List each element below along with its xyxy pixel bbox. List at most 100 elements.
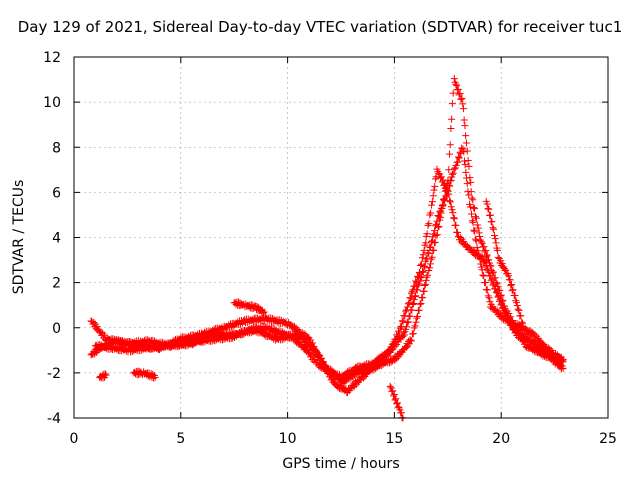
- data-point: [456, 148, 464, 156]
- data-point: [412, 277, 420, 285]
- y-tick-label: 4: [52, 231, 61, 247]
- data-point: [467, 210, 475, 218]
- data-point: [533, 341, 541, 349]
- data-point: [452, 80, 460, 88]
- data-point: [443, 180, 451, 188]
- data-point: [439, 202, 447, 210]
- data-point: [395, 329, 403, 337]
- data-point: [411, 282, 419, 290]
- x-tick-label: 15: [385, 431, 403, 447]
- data-point: [483, 200, 491, 208]
- data-point: [483, 286, 491, 294]
- data-point: [489, 224, 497, 232]
- data-point: [497, 292, 505, 300]
- data-point: [456, 234, 464, 242]
- chart-title: Day 129 of 2021, Sidereal Day-to-day VTE…: [17, 18, 623, 36]
- series-track-6: [230, 298, 268, 317]
- data-point: [391, 356, 399, 364]
- data-point: [446, 141, 454, 149]
- data-point: [402, 307, 410, 315]
- data-point: [416, 300, 424, 308]
- data-point: [91, 350, 99, 358]
- data-point: [291, 323, 299, 331]
- data-point: [461, 161, 469, 169]
- data-point: [496, 287, 504, 295]
- data-point: [512, 297, 520, 305]
- data-point: [430, 246, 438, 254]
- data-point: [407, 337, 415, 345]
- data-point: [482, 247, 490, 255]
- data-point: [506, 276, 514, 284]
- data-point: [484, 205, 492, 213]
- data-point: [453, 229, 461, 237]
- data-point: [406, 294, 414, 302]
- data-point: [468, 194, 476, 202]
- data-point: [435, 222, 443, 230]
- data-point: [433, 231, 441, 239]
- data-point: [455, 153, 463, 161]
- data-point: [415, 306, 423, 314]
- data-point: [507, 281, 515, 289]
- data-point: [417, 261, 425, 269]
- data-point: [454, 158, 462, 166]
- series-track-4: [96, 370, 110, 382]
- data-point: [519, 319, 527, 327]
- data-point: [439, 196, 447, 204]
- data-point: [513, 301, 521, 309]
- data-point: [469, 196, 477, 204]
- x-tick-label: 0: [70, 431, 79, 447]
- data-point: [409, 286, 417, 294]
- data-point: [410, 296, 418, 304]
- data-point: [405, 299, 413, 307]
- data-point: [419, 294, 427, 302]
- data-point: [517, 312, 525, 320]
- y-tick-label: 12: [43, 50, 61, 66]
- data-point: [449, 209, 457, 217]
- data-point: [482, 252, 490, 260]
- data-point: [448, 115, 456, 123]
- data-point: [466, 174, 474, 182]
- data-point: [447, 203, 455, 211]
- plot-frame: [73, 56, 609, 419]
- data-point: [394, 403, 402, 411]
- data-point: [494, 282, 502, 290]
- data-point: [525, 327, 533, 335]
- data-point: [102, 371, 110, 379]
- data-point: [464, 156, 472, 164]
- data-point: [452, 221, 460, 229]
- data-point: [329, 370, 337, 378]
- data-point: [558, 356, 566, 364]
- data-point: [260, 308, 268, 316]
- data-point: [400, 331, 408, 339]
- data-point: [425, 249, 433, 257]
- data-point: [485, 294, 493, 302]
- data-point: [450, 75, 458, 83]
- data-point: [457, 149, 465, 157]
- data-point: [426, 264, 434, 272]
- data-point: [518, 318, 526, 326]
- data-point: [409, 300, 417, 308]
- data-point: [473, 221, 481, 229]
- data-point: [420, 287, 428, 295]
- data-point: [498, 260, 506, 268]
- data-point: [97, 328, 105, 336]
- data-point: [490, 231, 498, 239]
- data-point: [488, 269, 496, 277]
- data-point: [463, 147, 471, 155]
- series-track-3: [91, 75, 567, 388]
- x-tick-label: 5: [176, 431, 185, 447]
- data-point: [453, 82, 461, 90]
- data-point: [386, 349, 394, 357]
- data-point: [424, 249, 432, 257]
- data-point: [424, 271, 432, 279]
- data-point: [528, 336, 536, 344]
- data-point: [396, 406, 404, 414]
- data-point: [394, 327, 402, 335]
- data-point: [514, 305, 522, 313]
- data-point: [511, 292, 519, 300]
- data-point: [389, 340, 397, 348]
- data-point: [412, 292, 420, 300]
- data-point: [488, 218, 496, 226]
- data-point: [442, 187, 450, 195]
